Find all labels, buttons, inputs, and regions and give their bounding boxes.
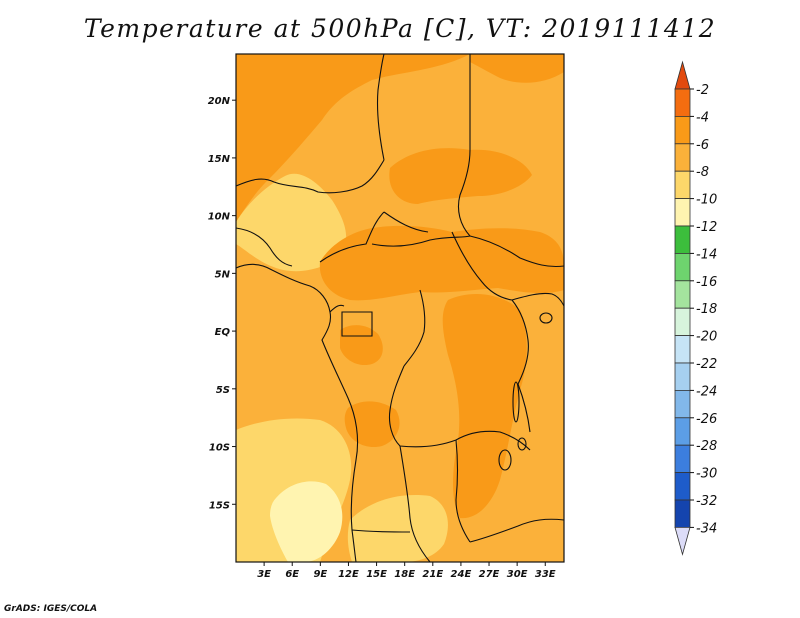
colorbar-swatch — [674, 116, 691, 145]
colorbar-swatch — [674, 362, 691, 391]
colorbar-swatch — [674, 198, 691, 227]
colorbar-swatch — [674, 143, 691, 172]
border-line — [351, 529, 411, 533]
colorbar-label: -30 — [696, 467, 717, 482]
border-line — [388, 365, 457, 448]
colorbar-label: -16 — [696, 275, 717, 290]
border-line — [469, 518, 564, 543]
lake-outline — [498, 449, 512, 471]
colorbar-extend-bottom — [674, 527, 691, 556]
colorbar-label: -18 — [696, 302, 717, 317]
colorbar-swatch — [674, 389, 691, 419]
x-tick-label: 18E — [394, 569, 415, 580]
y-tick-label: 5S — [216, 385, 230, 396]
colorbar-swatch — [674, 307, 691, 337]
region-east-africa-warm-core — [344, 401, 400, 448]
border-line — [236, 159, 385, 194]
colorbar-label: -10 — [696, 193, 717, 208]
colorbar-label: -20 — [696, 330, 717, 345]
y-tick-label: 15N — [208, 154, 231, 165]
colorbar-swatch — [674, 335, 691, 364]
x-tick-label: 15E — [366, 569, 387, 580]
colorbar-label: -32 — [696, 494, 717, 509]
y-tick-label: 5N — [215, 269, 231, 280]
lake-outline — [512, 381, 520, 423]
chart-title: Temperature at 500hPa [C], VT: 201911141… — [83, 14, 717, 43]
x-tick-label: 30E — [507, 569, 528, 580]
lake-outline — [517, 437, 527, 451]
region-east-africa-warm-core — [442, 294, 527, 519]
colorbar-swatch — [674, 225, 691, 254]
grads-credit: GrADS: IGES/COLA — [4, 604, 98, 614]
region-central-africa-warm-core — [319, 225, 564, 301]
colorbar-label: -22 — [696, 357, 717, 372]
colorbar-label: -4 — [696, 110, 709, 125]
colorbar-label: -12 — [696, 220, 717, 235]
border-line — [383, 211, 429, 233]
colorbar-extend-top — [674, 60, 691, 90]
colorbar-swatch — [674, 444, 691, 474]
border-line — [371, 235, 564, 268]
border-line — [376, 54, 385, 161]
colorbar-label: -24 — [696, 384, 717, 399]
x-tick-label: 9E — [313, 569, 327, 580]
colorbar-swatch — [674, 170, 691, 199]
lake-outline — [539, 312, 553, 324]
border-line — [403, 289, 426, 367]
x-tick-label: 27E — [479, 569, 500, 580]
region-central-africa-warm-core — [389, 148, 532, 204]
colorbar-swatch — [674, 88, 691, 117]
border-line — [341, 311, 373, 337]
plot-frame — [235, 53, 565, 563]
border-line — [451, 231, 513, 301]
colorbar-swatch — [674, 499, 691, 528]
map-field — [236, 54, 564, 562]
colorbar-label: -6 — [696, 138, 709, 153]
border-line — [511, 292, 564, 307]
colorbar-label: -8 — [696, 165, 709, 180]
region-western-sahel — [347, 495, 448, 562]
y-tick-label: 10S — [209, 443, 230, 454]
border-line — [455, 439, 471, 543]
border-line — [319, 211, 385, 263]
border-line — [455, 430, 531, 451]
axis-ticks: 3E 6E 9E 12E 15E 18E 21E 24E 27E 30E 33E 20N 15N 10N 5… — [208, 96, 556, 580]
border-line — [236, 263, 359, 562]
region-north-west-cool-band — [470, 54, 564, 83]
colorbar-swatch — [674, 417, 691, 446]
colorbar-swatch — [674, 252, 691, 282]
border-line — [236, 227, 293, 267]
y-tick-label: EQ — [215, 327, 231, 338]
x-tick-label: 21E — [422, 569, 443, 580]
colorbar-label: -14 — [696, 247, 717, 262]
border-line — [457, 54, 471, 237]
border-line — [517, 383, 531, 433]
colorbar-swatch — [674, 472, 691, 501]
x-tick-label: 24E — [451, 569, 472, 580]
y-tick-label: 20N — [208, 96, 231, 107]
colorbar-swatch — [674, 280, 691, 309]
x-tick-label: 33E — [535, 569, 556, 580]
colorbar-label: -2 — [696, 83, 709, 98]
border-line — [511, 299, 529, 385]
y-tick-label: 15S — [209, 500, 230, 511]
border-line — [399, 445, 431, 562]
colorbar-label: -26 — [696, 412, 717, 427]
x-tick-label: 6E — [285, 569, 299, 580]
region-southern-cool-patch — [270, 481, 343, 562]
x-tick-label: 12E — [338, 569, 359, 580]
y-tick-label: 10N — [208, 212, 231, 223]
colorbar-label: -34 — [696, 521, 717, 536]
border-line — [329, 304, 345, 313]
x-tick-label: 3E — [257, 569, 271, 580]
region-western-sahel — [236, 173, 347, 272]
colorbar: -2 -4 -6 -8 -10 -12 -14 -16 -18 -20 -22 -24 -26 -28 -3… — [674, 60, 717, 556]
colorbar-label: -28 — [696, 439, 717, 454]
region-north-west-cool-band — [236, 54, 470, 222]
country-borders — [236, 54, 564, 562]
